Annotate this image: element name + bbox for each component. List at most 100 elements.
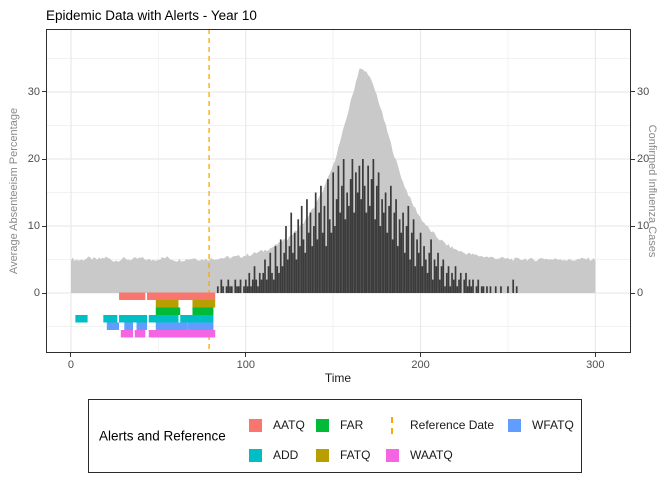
influenza-bar xyxy=(225,286,228,294)
x-tick-mark xyxy=(594,353,596,357)
influenza-bar xyxy=(348,205,350,294)
y-axis-title-left: Average Absenteeism Percentage xyxy=(8,107,20,275)
influenza-bar xyxy=(383,212,385,294)
influenza-bar xyxy=(477,279,480,294)
influenza-bar xyxy=(398,219,401,294)
influenza-bar xyxy=(475,286,478,294)
influenza-bar xyxy=(370,179,373,294)
influenza-bar xyxy=(304,252,307,294)
x-tick-mark xyxy=(420,353,422,357)
y-left-tick-mark xyxy=(42,91,46,93)
alert-tile-WAATQ xyxy=(134,330,146,338)
influenza-bar xyxy=(236,286,238,294)
alert-tile-WFATQ xyxy=(106,322,120,330)
influenza-bar xyxy=(421,266,424,294)
x-axis-title: Time xyxy=(324,371,352,385)
influenza-bar xyxy=(405,226,408,294)
influenza-bar xyxy=(344,219,347,294)
influenza-bar xyxy=(442,259,445,294)
influenza-bar xyxy=(314,192,317,294)
alert-tile-FATQ xyxy=(192,300,216,308)
influenza-bar xyxy=(447,266,450,294)
legend-swatch-FAR xyxy=(316,418,329,432)
influenza-bar xyxy=(384,192,387,294)
influenza-bar xyxy=(286,259,289,294)
influenza-bar xyxy=(318,212,321,294)
alert-tile-WAATQ xyxy=(148,330,216,338)
y-right-tick-label: 10 xyxy=(637,220,650,232)
influenza-bar xyxy=(433,259,436,294)
plot-panel xyxy=(46,29,631,353)
alert-tile-AATQ xyxy=(119,292,146,300)
influenza-bar xyxy=(465,272,467,294)
x-tick-mark xyxy=(70,353,72,357)
influenza-bar xyxy=(309,212,312,294)
influenza-bar xyxy=(234,279,237,294)
x-tick-mark xyxy=(245,353,247,357)
influenza-bar xyxy=(396,246,399,294)
influenza-bar xyxy=(229,286,231,294)
influenza-bar xyxy=(470,286,473,294)
influenza-bar xyxy=(332,172,335,294)
influenza-bar xyxy=(327,179,329,294)
y-right-tick-mark xyxy=(631,158,635,160)
x-tick-label: 300 xyxy=(586,359,605,371)
legend-swatch-AATQ xyxy=(249,418,262,432)
legend-key-dashed-line xyxy=(391,416,393,434)
legend-swatch-WFATQ xyxy=(508,418,521,432)
influenza-bar xyxy=(377,172,380,294)
chart-title: Epidemic Data with Alerts - Year 10 xyxy=(46,8,257,23)
influenza-bar xyxy=(356,192,359,294)
influenza-bar xyxy=(512,279,515,294)
y-left-tick-mark xyxy=(42,225,46,227)
y-left-tick-mark xyxy=(42,158,46,160)
influenza-bar xyxy=(265,279,268,294)
y-right-tick-mark xyxy=(631,91,635,93)
influenza-bar xyxy=(363,185,366,294)
legend-label-Reference Date: Reference Date xyxy=(410,418,495,432)
legend-label-ADD: ADD xyxy=(273,448,299,462)
y-right-tick-label: 30 xyxy=(637,85,650,98)
y-left-tick-label: 0 xyxy=(33,287,40,300)
influenza-bar xyxy=(459,272,462,294)
legend-label-WAATQ: WAATQ xyxy=(410,448,453,462)
legend-box: Alerts and Reference AATQ ADD FAR FATQ Refer… xyxy=(88,399,582,473)
influenza-bar xyxy=(466,286,469,294)
influenza-bar xyxy=(306,199,308,294)
influenza-bar xyxy=(437,252,439,294)
legend-swatch-FATQ xyxy=(316,448,329,462)
influenza-bar xyxy=(248,272,251,294)
influenza-bar xyxy=(313,226,315,294)
alert-tile-ADD xyxy=(180,315,214,323)
influenza-bar xyxy=(353,212,355,294)
influenza-bar xyxy=(258,272,261,294)
alert-tile-FAR xyxy=(192,307,214,315)
influenza-bar xyxy=(494,286,497,294)
x-tick-label: 0 xyxy=(67,359,75,371)
influenza-bar xyxy=(472,279,474,294)
influenza-bar xyxy=(381,199,383,294)
influenza-bar xyxy=(334,226,336,294)
influenza-bar xyxy=(250,286,252,294)
influenza-bar xyxy=(358,165,361,294)
influenza-bar xyxy=(267,266,270,294)
alert-tile-WFATQ xyxy=(155,322,172,330)
influenza-bar xyxy=(239,279,242,294)
influenza-bar xyxy=(276,266,279,294)
plot-canvas xyxy=(46,29,631,353)
influenza-bar xyxy=(328,219,331,294)
influenza-bar xyxy=(449,286,452,294)
influenza-bar xyxy=(360,199,362,294)
influenza-bar xyxy=(346,192,348,294)
influenza-bar xyxy=(283,252,286,294)
influenza-bar xyxy=(311,246,314,294)
influenza-bar xyxy=(243,286,245,294)
influenza-bar xyxy=(278,272,280,294)
influenza-bar xyxy=(293,232,296,294)
influenza-bar xyxy=(341,185,343,294)
alert-tile-ADD xyxy=(103,315,118,323)
influenza-bar xyxy=(390,185,392,294)
influenza-bar xyxy=(285,226,287,294)
influenza-bar xyxy=(307,232,310,294)
